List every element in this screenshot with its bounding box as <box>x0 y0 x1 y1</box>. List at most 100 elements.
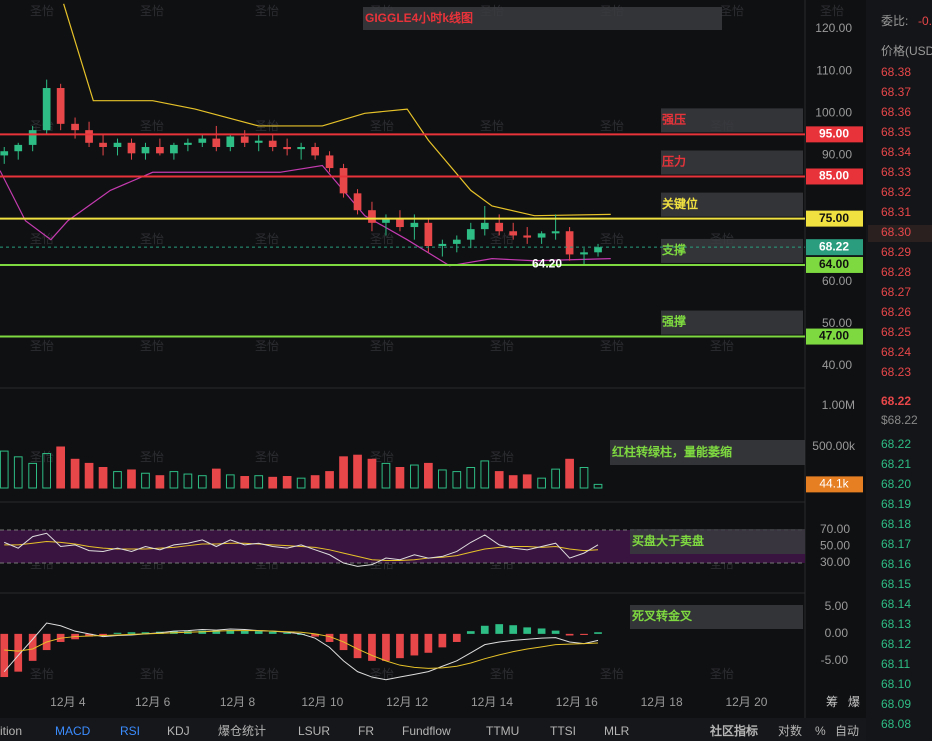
candle-body <box>283 147 291 150</box>
tab[interactable]: MACD <box>55 724 91 738</box>
y-tick-label: 5.00 <box>825 599 849 613</box>
candle-body <box>99 142 107 148</box>
candle-body <box>537 233 546 238</box>
tab[interactable]: 爆仓统计 <box>218 724 266 738</box>
level-axis-box <box>806 210 863 227</box>
level-axis-box <box>806 126 863 143</box>
candle-body <box>184 142 192 145</box>
level-axis-label: 95.00 <box>819 127 849 141</box>
volume-bar <box>310 475 320 489</box>
corner-button[interactable]: 爆 <box>848 695 860 709</box>
ask-price: 68.25 <box>881 325 911 339</box>
candle-body <box>127 142 136 154</box>
watermark: 圣怡 <box>30 667 54 681</box>
x-tick-label: 12月 6 <box>135 695 171 709</box>
volume-bar <box>28 462 38 489</box>
tab-right[interactable]: % <box>815 724 826 738</box>
tab[interactable]: TTSI <box>550 724 576 738</box>
chart-title: GIGGLE4小时k线图 <box>365 10 473 25</box>
tab[interactable]: TTMU <box>486 724 519 738</box>
candle-body <box>170 144 178 154</box>
ratio-label: 委比: <box>881 14 908 28</box>
macd-bar <box>325 633 334 642</box>
x-tick-label: 12月 10 <box>301 695 343 709</box>
bid-price: 68.19 <box>881 497 911 511</box>
watermark: 圣怡 <box>710 339 734 353</box>
annotation-box <box>630 529 805 554</box>
volume-bar <box>438 469 447 489</box>
volume-bar <box>268 476 278 489</box>
volume-bar <box>0 450 9 489</box>
tab[interactable]: FR <box>358 724 374 738</box>
tab[interactable]: MLR <box>604 724 630 738</box>
last-price-box <box>806 239 863 256</box>
bid-price: 68.18 <box>881 517 911 531</box>
level-axis-label: 64.00 <box>819 257 849 271</box>
candle-body <box>212 138 221 148</box>
y-tick-label: -5.00 <box>821 653 849 667</box>
volume-bar <box>70 458 80 489</box>
corner-button[interactable]: 筹 <box>826 695 838 709</box>
bid-price: 68.08 <box>881 717 911 731</box>
tab[interactable]: Fundflow <box>402 724 451 738</box>
volume-bar <box>466 466 476 489</box>
watermark: 圣怡 <box>255 667 279 681</box>
macd-bar <box>141 632 150 634</box>
candle-body <box>268 140 277 148</box>
candle-body <box>28 130 37 145</box>
tab[interactable]: RSI <box>120 724 140 738</box>
watermark: 圣怡 <box>140 667 164 681</box>
macd-bar <box>580 633 588 635</box>
watermark: 圣怡 <box>140 339 164 353</box>
volume-bar <box>508 475 518 489</box>
tab-right[interactable]: 社区指标 <box>709 723 758 738</box>
candle-body <box>438 243 447 246</box>
row-highlight <box>868 225 932 242</box>
macd-bar <box>99 633 107 636</box>
tab-right[interactable]: 对数 <box>778 723 802 738</box>
macd-bar <box>311 633 319 637</box>
ask-price: 68.35 <box>881 125 911 139</box>
volume-bar <box>56 446 65 489</box>
candle-body <box>410 222 419 228</box>
candle-body <box>580 252 588 255</box>
tab[interactable]: ition <box>0 724 22 738</box>
watermark: 圣怡 <box>255 232 279 246</box>
volume-bar <box>84 462 94 489</box>
x-tick-label: 12月 8 <box>220 695 256 709</box>
candle-body <box>466 229 475 240</box>
level-axis-box <box>806 328 863 345</box>
watermark: 圣怡 <box>820 4 844 18</box>
tab-right[interactable]: 自动 <box>835 724 859 738</box>
candle-body <box>396 218 404 228</box>
candle-body <box>156 147 164 154</box>
bid-price: 68.22 <box>881 437 911 451</box>
x-tick-label: 12月 16 <box>556 695 598 709</box>
volume-bar <box>155 475 165 489</box>
bid-price: 68.17 <box>881 537 911 551</box>
candle-body <box>85 130 93 143</box>
volume-bar <box>480 460 490 489</box>
watermark: 圣怡 <box>370 119 394 133</box>
watermark: 圣怡 <box>600 667 624 681</box>
tab[interactable]: LSUR <box>298 724 330 738</box>
watermark: 圣怡 <box>370 339 394 353</box>
band-line <box>63 3 611 217</box>
level-name: 支撑 <box>661 242 686 257</box>
bid-price: 68.14 <box>881 597 911 611</box>
macd-bar <box>28 633 37 661</box>
volume-bar <box>395 466 405 489</box>
y-tick-label: 100.00 <box>815 105 852 119</box>
candle-body <box>14 144 23 152</box>
y-tick-label: 500.00k <box>812 439 856 453</box>
watermark: 圣怡 <box>710 667 734 681</box>
watermark: 圣怡 <box>255 450 279 464</box>
volume-bar <box>579 466 589 489</box>
watermark: 圣怡 <box>490 339 514 353</box>
level-axis-label: 47.00 <box>819 329 849 343</box>
tab[interactable]: KDJ <box>167 724 190 738</box>
y-tick-label: 50.00 <box>820 539 850 553</box>
level-name: 强压 <box>662 113 686 127</box>
candle-body <box>42 88 51 131</box>
candle-body <box>311 147 319 156</box>
